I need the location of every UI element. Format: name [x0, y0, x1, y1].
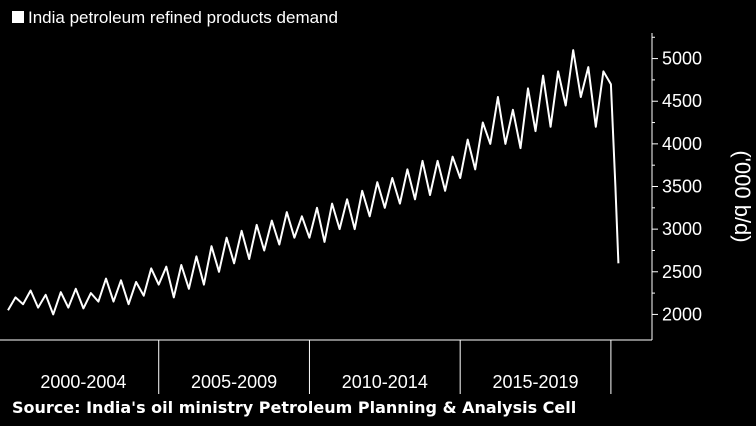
legend-swatch [12, 11, 24, 23]
legend: India petroleum refined products demand [12, 8, 338, 27]
y-tick-label: 4500 [662, 91, 702, 111]
x-period-label: 2015-2019 [492, 372, 578, 392]
x-period-label: 2000-2004 [40, 372, 126, 392]
x-period-label: 2010-2014 [342, 372, 428, 392]
y-tick-label: 3000 [662, 219, 702, 239]
series-line-india-demand [7, 49, 620, 316]
axes [0, 33, 653, 341]
y-axis-label: ('000 b/d) [730, 150, 755, 242]
x-period-label: 2005-2009 [191, 372, 277, 392]
y-tick-label: 4000 [662, 134, 702, 154]
y-axis-ticks: 2000 2500 3000 3500 4000 4500 5000 [652, 36, 702, 324]
y-tick-label: 2000 [662, 304, 702, 324]
y-tick-label: 2500 [662, 262, 702, 282]
source-note: Source: India's oil ministry Petroleum P… [12, 398, 576, 417]
x-axis-periods: 2000-2004 2005-2009 2010-2014 2015-2019 [40, 340, 612, 394]
legend-label: India petroleum refined products demand [28, 8, 338, 27]
y-tick-label: 3500 [662, 177, 702, 197]
y-tick-label: 5000 [662, 49, 702, 69]
